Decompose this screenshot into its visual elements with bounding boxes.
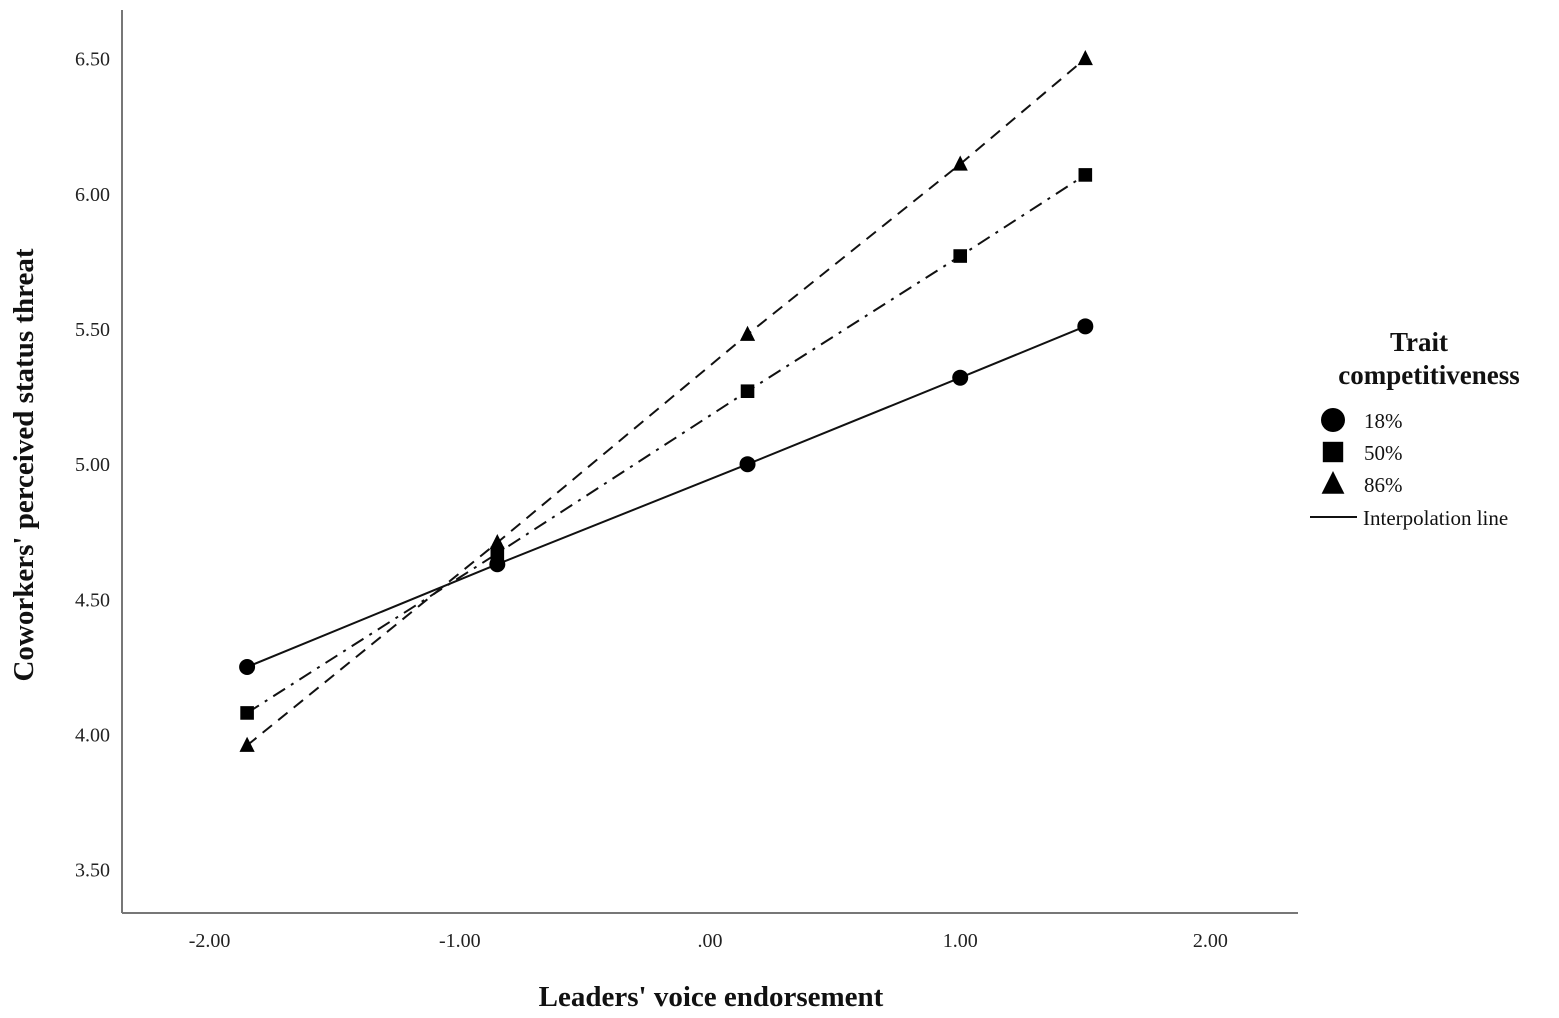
data-point-square: [240, 706, 254, 720]
legend-marker-triangle: [1321, 471, 1345, 494]
data-point-square: [953, 249, 968, 263]
data-point-circle: [489, 556, 506, 573]
y-tick-label: 4.50: [75, 589, 110, 611]
legend-item: 50%: [1322, 441, 1403, 465]
legend-item-label: 18%: [1364, 409, 1403, 433]
legend-interpolation-label: Interpolation line: [1363, 506, 1508, 530]
series-group: [239, 50, 1094, 752]
legend-title-line-1: Trait: [1390, 327, 1448, 357]
legend-marker-circle: [1321, 408, 1345, 432]
legend-marker-square: [1322, 441, 1344, 463]
y-tick-labels: 3.50 4.00 4.50 5.00 5.50 6.00 6.50: [75, 49, 110, 882]
legend-item-label: 86%: [1364, 473, 1403, 497]
legend-item-label: 50%: [1364, 441, 1403, 465]
y-tick-label: 5.50: [75, 319, 110, 341]
x-axis-title: Leaders' voice endorsement: [539, 981, 884, 1013]
data-point-square: [740, 384, 755, 399]
data-point-circle: [952, 369, 969, 386]
legend-title-line-2: competitiveness: [1338, 360, 1519, 390]
data-point-circle: [739, 456, 756, 473]
y-axis-title: Coworkers' perceived status threat: [8, 248, 40, 681]
data-point-triangle: [1077, 50, 1093, 66]
y-tick-label: 6.00: [75, 184, 110, 206]
x-tick-labels: -2.00 -1.00 .00 1.00 2.00: [189, 930, 1228, 952]
legend: Trait competitiveness 18% 50% 86% Interpol…: [1310, 327, 1520, 530]
data-point-triangle: [952, 155, 968, 171]
legend-item: 86%: [1321, 471, 1403, 497]
y-tick-label: 3.50: [75, 860, 110, 882]
x-tick-label: .00: [698, 930, 723, 952]
data-point-circle: [239, 658, 256, 675]
legend-items: 18% 50% 86%: [1321, 408, 1403, 497]
legend-item: 18%: [1321, 408, 1403, 433]
series-18pct: [239, 318, 1094, 675]
axes: [121, 10, 1298, 914]
data-point-circle: [1077, 318, 1094, 335]
y-tick-label: 5.00: [75, 454, 110, 476]
data-point-square: [1078, 168, 1093, 182]
y-tick-label: 6.50: [75, 49, 110, 71]
data-point-triangle: [489, 533, 505, 550]
y-tick-label: 4.00: [75, 725, 110, 747]
data-point-triangle: [239, 736, 255, 752]
x-tick-label: -1.00: [439, 930, 481, 952]
x-tick-label: -2.00: [189, 930, 231, 952]
series-86pct: [239, 50, 1093, 752]
x-tick-label: 2.00: [1193, 930, 1228, 952]
data-point-triangle: [739, 325, 756, 341]
series-50pct: [240, 168, 1093, 720]
data-point-square: [490, 546, 505, 561]
x-tick-label: 1.00: [943, 930, 978, 952]
